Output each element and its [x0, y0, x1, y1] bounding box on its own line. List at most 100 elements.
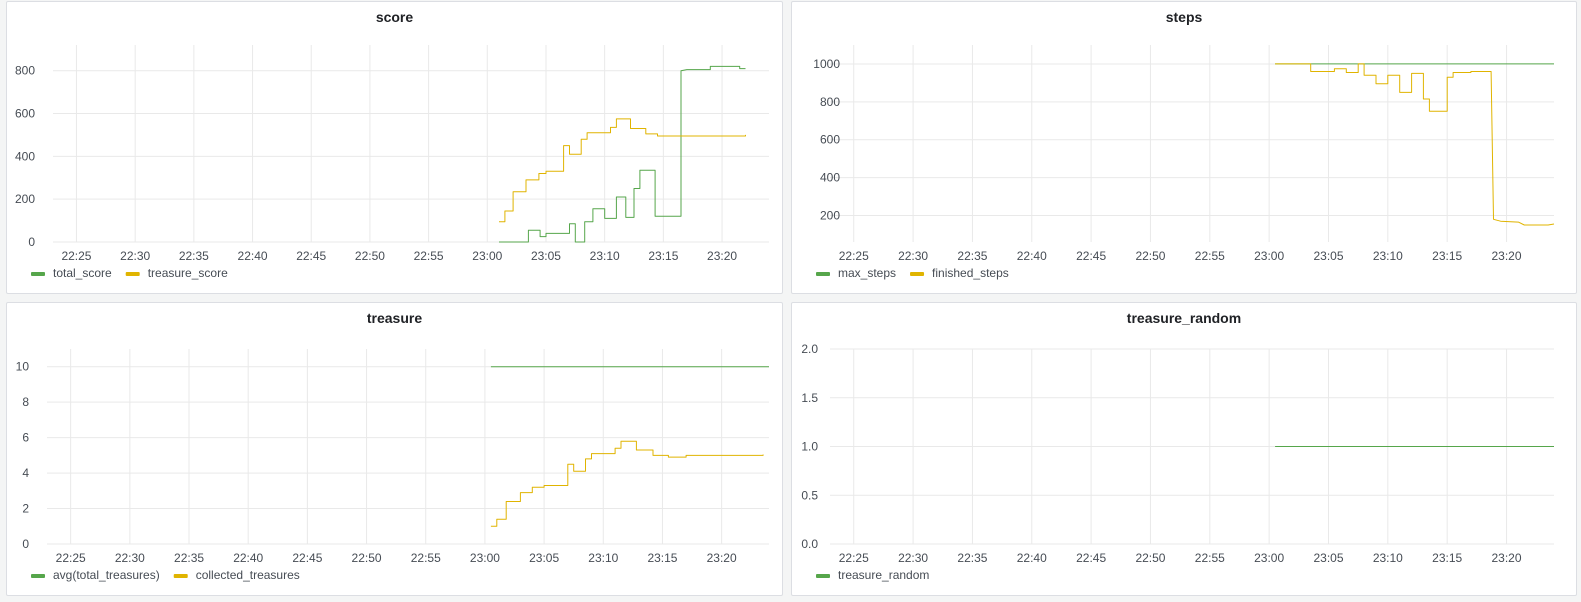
panel-title[interactable]: treasure_random	[1126, 310, 1242, 326]
x-tick-label: 22:45	[1076, 249, 1106, 263]
x-tick-label: 22:50	[352, 551, 382, 565]
x-tick-label: 23:15	[1432, 249, 1462, 263]
y-tick-label: 200	[820, 208, 840, 222]
legend-swatch	[31, 272, 45, 276]
x-tick-label: 23:15	[648, 249, 678, 263]
x-tick-label: 22:55	[1195, 551, 1225, 565]
x-tick-label: 23:00	[472, 249, 502, 263]
x-tick-label: 22:35	[957, 551, 987, 565]
x-tick-label: 22:30	[120, 249, 150, 263]
x-tick-label: 22:45	[292, 551, 322, 565]
x-tick-label: 22:50	[355, 249, 385, 263]
panel-treasure[interactable]: treasure 0 2 4 6 8 10 22:25 22:30 22:35 22:40 22:4…	[6, 302, 783, 596]
legend: max_steps finished_steps	[816, 266, 1009, 280]
x-tick-label: 23:05	[1313, 249, 1343, 263]
series-lines	[490, 366, 769, 527]
x-tick-label: 22:35	[179, 249, 209, 263]
legend-label: treasure_score	[148, 266, 228, 280]
legend-swatch	[31, 574, 45, 578]
legend-swatch	[173, 574, 188, 578]
y-tick-label: 800	[820, 95, 840, 109]
x-tick-label: 23:20	[1492, 249, 1522, 263]
gridlines	[47, 349, 769, 545]
x-tick-label: 23:05	[529, 551, 559, 565]
x-tick-label: 23:20	[1492, 551, 1522, 565]
chart-steps: 200 400 600 800 1000 22:25 22:30 22:35 22:40 22:4…	[813, 45, 1555, 280]
x-tick-label: 23:20	[707, 249, 737, 263]
x-tick-label: 22:40	[238, 249, 268, 263]
x-tick-label: 22:25	[839, 551, 869, 565]
axis-labels: 200 400 600 800 1000 22:25 22:30 22:35 22:40 22:4…	[813, 57, 1522, 263]
x-tick-label: 22:30	[898, 249, 928, 263]
y-tick-label: 600	[820, 133, 840, 147]
panel-steps[interactable]: steps 200 400 600 800 1000 22:25 22:30 22:35 22:…	[791, 1, 1577, 294]
x-tick-label: 22:25	[56, 551, 86, 565]
legend-label: max_steps	[838, 266, 896, 280]
gridlines	[830, 45, 1554, 242]
x-tick-label: 22:25	[61, 249, 91, 263]
x-tick-label: 22:40	[1017, 551, 1047, 565]
panel-title[interactable]: treasure	[366, 310, 423, 326]
axis-labels: 0 200 400 600 800 22:25 22:30 22:35 22:40 22:45 22…	[15, 64, 737, 263]
legend-label: total_score	[53, 266, 112, 280]
chart-score: 0 200 400 600 800 22:25 22:30 22:35 22:40 22:45 22…	[15, 45, 769, 280]
y-tick-label: 4	[22, 466, 29, 480]
series-line-collected-treasures	[490, 440, 764, 527]
legend: total_score treasure_score	[31, 266, 228, 280]
y-tick-label: 0.5	[801, 488, 818, 502]
legend-label: finished_steps	[932, 266, 1009, 280]
series-lines	[1275, 63, 1555, 226]
series-line-total-score	[499, 65, 746, 243]
legend-label: collected_treasures	[196, 568, 300, 582]
x-tick-label: 22:30	[115, 551, 145, 565]
gridlines	[830, 348, 1554, 545]
legend-swatch	[816, 272, 830, 276]
x-tick-label: 22:55	[411, 551, 441, 565]
y-tick-label: 2	[22, 502, 29, 516]
y-tick-label: 0	[22, 537, 29, 551]
gridlines	[53, 45, 769, 243]
x-tick-label: 22:50	[1135, 249, 1165, 263]
axis-labels: 0.0 0.5 1.0 1.5 2.0 22:25 22:30 22:35 22:40 22:45…	[801, 342, 1522, 565]
x-tick-label: 23:10	[1373, 249, 1403, 263]
x-tick-label: 22:55	[414, 249, 444, 263]
series-line-finished-steps	[1275, 63, 1555, 226]
legend-label: treasure_random	[838, 568, 929, 582]
x-tick-label: 22:45	[296, 249, 326, 263]
legend-label: avg(total_treasures)	[53, 568, 160, 582]
y-tick-label: 2.0	[801, 342, 818, 356]
x-tick-label: 23:15	[1432, 551, 1462, 565]
y-tick-label: 0	[28, 235, 35, 249]
y-tick-label: 400	[15, 149, 35, 163]
x-tick-label: 22:45	[1076, 551, 1106, 565]
x-tick-label: 22:35	[957, 249, 987, 263]
panel-title[interactable]: score	[375, 9, 414, 25]
x-tick-label: 22:55	[1195, 249, 1225, 263]
x-tick-label: 22:25	[839, 249, 869, 263]
series-lines	[499, 65, 746, 243]
legend-swatch	[910, 272, 925, 276]
y-tick-label: 1.0	[801, 440, 818, 454]
panel-score[interactable]: score 0 200 400 600 800 22:25 22:30 22:35 22:40 2…	[6, 1, 783, 294]
y-tick-label: 10	[16, 360, 30, 374]
x-tick-label: 23:05	[531, 249, 561, 263]
legend: treasure_random	[816, 568, 929, 582]
y-tick-label: 1000	[813, 57, 840, 71]
legend: avg(total_treasures) collected_treasures	[31, 568, 300, 582]
x-tick-label: 22:30	[898, 551, 928, 565]
y-tick-label: 1.5	[801, 391, 818, 405]
x-tick-label: 23:00	[470, 551, 500, 565]
panel-treasure-random[interactable]: treasure_random 0.0 0.5 1.0 1.5 2.0 22:25 22:3…	[791, 302, 1577, 596]
chart-treasure: 0 2 4 6 8 10 22:25 22:30 22:35 22:40 22:45 22:50 22:…	[16, 349, 769, 582]
x-tick-label: 22:40	[233, 551, 263, 565]
x-tick-label: 23:10	[588, 551, 618, 565]
x-tick-label: 23:20	[707, 551, 737, 565]
series-line-treasure-score	[499, 118, 746, 223]
y-tick-label: 200	[15, 192, 35, 206]
x-tick-label: 23:15	[647, 551, 677, 565]
y-tick-label: 8	[22, 395, 29, 409]
panel-title[interactable]: steps	[1165, 9, 1203, 25]
x-tick-label: 22:35	[174, 551, 204, 565]
axis-labels: 0 2 4 6 8 10 22:25 22:30 22:35 22:40 22:45 22:50 22:…	[16, 360, 737, 565]
y-tick-label: 400	[820, 171, 840, 185]
